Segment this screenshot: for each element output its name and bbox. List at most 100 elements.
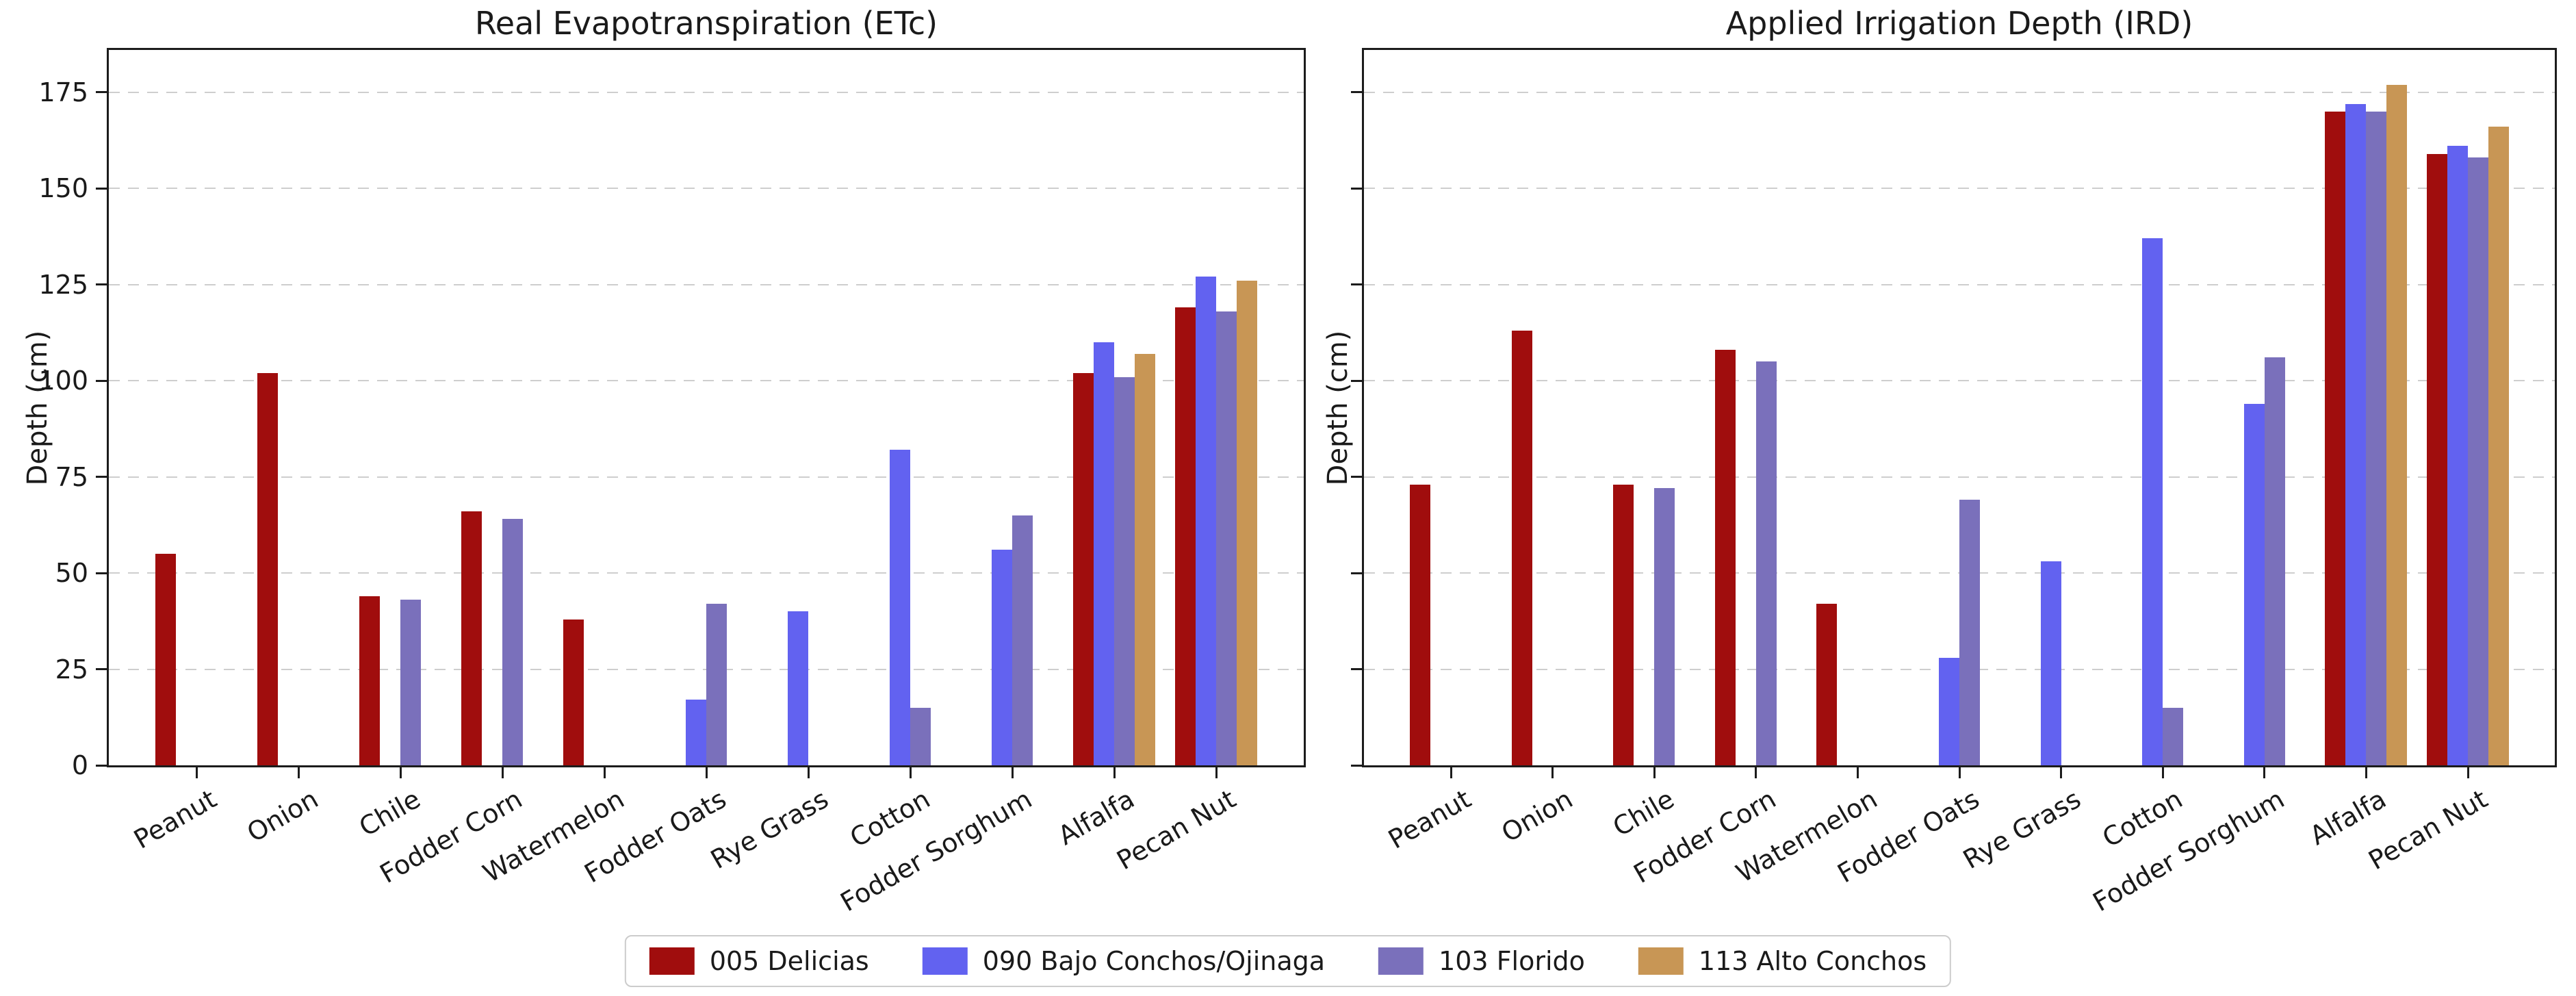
y-tick [96, 379, 107, 382]
x-tick-label-onion: Onion [1496, 783, 1578, 848]
bar-alfalfa-090 [1094, 342, 1114, 765]
y-tick [1351, 379, 1362, 382]
legend-label: 005 Delicias [709, 946, 869, 976]
legend-entry: 005 Delicias [649, 946, 869, 976]
bar-cotton-103 [2163, 707, 2184, 765]
y-tick [1351, 572, 1362, 574]
x-tick-label-peanut: Peanut [1382, 783, 1476, 855]
bar-rye-grass-090 [2040, 561, 2061, 765]
x-tick-label-chile: Chile [354, 783, 426, 843]
bar-pecan-nut-103 [1216, 311, 1237, 765]
bar-fodder-oats-090 [686, 700, 706, 765]
x-tick [807, 767, 810, 778]
bar-fodder-corn-005 [1714, 350, 1736, 765]
bar-fodder-oats-103 [1959, 500, 1980, 765]
bar-cotton-090 [890, 450, 910, 765]
x-tick [297, 767, 300, 778]
x-tick [603, 767, 606, 778]
legend-label: 090 Bajo Conchos/Ojinaga [982, 946, 1326, 976]
x-tick [501, 767, 504, 778]
legend-label: 103 Florido [1439, 946, 1585, 976]
x-tick [1011, 767, 1014, 778]
bar-cotton-090 [2142, 238, 2163, 765]
bar-pecan-nut-103 [2468, 157, 2488, 765]
x-tick [2263, 767, 2266, 778]
bar-pecan-nut-005 [2427, 153, 2447, 765]
x-tick [1653, 767, 1656, 778]
legend-color-swatch [1638, 947, 1684, 975]
y-tick [1351, 476, 1362, 478]
x-tick [1856, 767, 1859, 778]
bar-watermelon-005 [563, 619, 584, 765]
x-tick [195, 767, 198, 778]
x-tick [1450, 767, 1452, 778]
bar-alfalfa-103 [1114, 376, 1135, 765]
y-tick-label: 100 [38, 366, 88, 396]
bar-onion-005 [1511, 331, 1532, 765]
bar-peanut-005 [1410, 484, 1430, 765]
x-tick [2161, 767, 2164, 778]
y-tick-label: 25 [55, 654, 88, 685]
bar-fodder-sorghum-090 [2243, 403, 2265, 765]
gridline-75 [109, 476, 1304, 478]
bar-fodder-oats-103 [706, 604, 727, 765]
y-tick-label: 125 [38, 269, 88, 300]
bar-fodder-sorghum-090 [992, 550, 1012, 765]
right-chart-y-axis-label: Depth (cm) [1322, 330, 1354, 485]
x-tick-label-peanut: Peanut [128, 783, 222, 855]
gridline-175 [109, 91, 1304, 93]
bar-fodder-corn-005 [461, 511, 482, 765]
y-tick [1351, 91, 1362, 94]
gridline-150 [1364, 188, 2555, 190]
bar-onion-005 [257, 372, 278, 765]
y-tick [96, 572, 107, 574]
bar-chile-005 [1613, 484, 1634, 765]
y-tick [1351, 764, 1362, 767]
bar-fodder-sorghum-103 [2264, 357, 2285, 765]
legend-color-swatch [649, 947, 695, 975]
bar-peanut-005 [155, 553, 176, 765]
y-tick [96, 283, 107, 286]
bar-alfalfa-113 [1135, 353, 1155, 765]
x-tick-label-chile: Chile [1608, 783, 1679, 843]
x-tick [1551, 767, 1554, 778]
x-tick [2466, 767, 2469, 778]
bar-chile-005 [359, 596, 380, 765]
bar-fodder-corn-103 [502, 519, 523, 765]
x-tick-label-onion: Onion [242, 783, 324, 848]
x-tick [909, 767, 912, 778]
x-tick [399, 767, 402, 778]
bar-alfalfa-103 [2366, 111, 2387, 765]
bar-watermelon-005 [1816, 604, 1838, 765]
bar-rye-grass-090 [788, 611, 808, 765]
bar-alfalfa-113 [2386, 84, 2408, 765]
x-tick [1113, 767, 1116, 778]
legend-box: 005 Delicias 090 Bajo Conchos/Ojinaga 103 … [624, 935, 1952, 987]
y-tick-label: 175 [38, 77, 88, 107]
right-chart-title: Applied Irrigation Depth (IRD) [1725, 5, 2193, 42]
bar-pecan-nut-113 [2488, 127, 2509, 765]
right-chart-plot-area: Depth (cm) Peanut Onion Chile Fodder Corn Wa… [1322, 48, 2557, 917]
gridline-100 [1364, 380, 2555, 382]
y-tick-label: 75 [55, 461, 88, 492]
bar-alfalfa-005 [2325, 111, 2346, 765]
y-tick [96, 476, 107, 478]
bar-fodder-sorghum-103 [1012, 515, 1033, 765]
bar-fodder-oats-090 [1939, 657, 1959, 765]
legend-color-swatch [1378, 947, 1424, 975]
y-tick [96, 668, 107, 671]
x-tick [2060, 767, 2063, 778]
x-tick [705, 767, 708, 778]
bar-alfalfa-090 [2345, 103, 2367, 765]
bar-chile-103 [400, 600, 421, 765]
bar-cotton-103 [910, 707, 931, 765]
legend-entry: 103 Florido [1378, 946, 1585, 976]
y-tick [96, 187, 107, 190]
gridline-175 [1364, 91, 2555, 93]
gridline-75 [1364, 476, 2555, 478]
bar-pecan-nut-090 [2447, 146, 2468, 765]
y-tick-label: 150 [38, 173, 88, 204]
y-tick [96, 91, 107, 94]
x-tick [1755, 767, 1757, 778]
